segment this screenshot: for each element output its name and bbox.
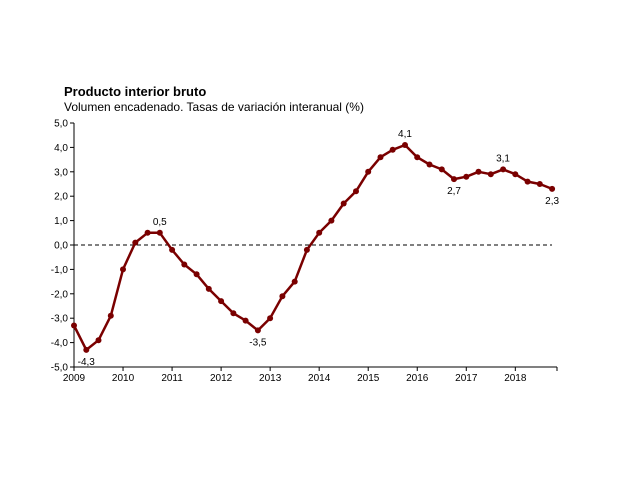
y-tick-label: -5,0 bbox=[51, 363, 69, 374]
data-point bbox=[120, 266, 126, 273]
data-point bbox=[205, 285, 212, 292]
y-tick-label: 2,0 bbox=[54, 192, 68, 203]
data-marks bbox=[71, 142, 556, 353]
data-point bbox=[132, 239, 139, 246]
chart-subtitle: Volumen encadenado. Tasas de variación i… bbox=[64, 100, 364, 114]
x-tick-label: 2018 bbox=[504, 373, 527, 384]
data-point bbox=[549, 185, 556, 192]
data-point bbox=[156, 229, 163, 236]
y-tick-label: 1,0 bbox=[54, 216, 68, 227]
chart-title: Producto interior bruto bbox=[64, 84, 206, 99]
y-tick-label: 0,0 bbox=[54, 241, 68, 252]
data-point bbox=[144, 229, 151, 236]
data-point bbox=[536, 181, 543, 187]
y-tick-label: 4,0 bbox=[54, 143, 68, 154]
data-label: 0,5 bbox=[153, 217, 167, 228]
x-tick-label: 2013 bbox=[259, 373, 282, 384]
data-point bbox=[218, 298, 225, 305]
y-tick-label: -4,0 bbox=[51, 338, 69, 349]
data-point bbox=[303, 246, 310, 253]
data-point bbox=[426, 161, 433, 168]
data-point bbox=[475, 168, 482, 175]
x-tick-label: 2017 bbox=[455, 373, 478, 384]
x-tick-label: 2012 bbox=[210, 373, 233, 384]
data-point bbox=[193, 271, 200, 278]
data-point bbox=[230, 310, 237, 317]
data-point bbox=[291, 278, 298, 285]
data-point bbox=[181, 261, 188, 268]
data-point bbox=[377, 154, 384, 161]
data-point bbox=[524, 178, 531, 185]
data-point bbox=[414, 154, 421, 161]
data-point bbox=[463, 173, 470, 180]
data-point bbox=[365, 168, 372, 175]
axes: 5,04,03,02,01,00,0-1,0-2,0-3,0-4,0-5,020… bbox=[51, 119, 558, 384]
x-tick-label: 2015 bbox=[357, 373, 380, 384]
data-point bbox=[451, 176, 457, 183]
data-point bbox=[353, 188, 359, 195]
data-point bbox=[328, 217, 335, 224]
data-point bbox=[242, 317, 249, 324]
data-point bbox=[83, 346, 90, 353]
data-point bbox=[107, 312, 114, 319]
data-point bbox=[487, 171, 494, 178]
x-tick-label: 2011 bbox=[161, 373, 183, 384]
x-tick-label: 2009 bbox=[63, 373, 86, 384]
y-tick-label: -2,0 bbox=[51, 289, 69, 300]
data-point bbox=[95, 337, 102, 344]
data-point bbox=[169, 246, 176, 253]
data-point bbox=[267, 315, 274, 322]
data-point bbox=[438, 166, 445, 173]
y-tick-label: 5,0 bbox=[54, 119, 68, 130]
data-label: 2,7 bbox=[447, 186, 461, 197]
x-tick-label: 2010 bbox=[112, 373, 135, 384]
data-point bbox=[71, 322, 77, 329]
x-tick-label: 2014 bbox=[308, 373, 331, 384]
data-point bbox=[279, 293, 286, 300]
x-tick-label: 2016 bbox=[406, 373, 429, 384]
series-line bbox=[72, 143, 553, 352]
data-point bbox=[316, 229, 323, 236]
data-point bbox=[340, 200, 347, 207]
data-point bbox=[389, 146, 396, 153]
y-tick-label: 3,0 bbox=[54, 167, 68, 178]
data-label: 2,3 bbox=[545, 196, 559, 207]
data-point bbox=[512, 171, 519, 178]
y-tick-label: -3,0 bbox=[51, 314, 69, 325]
y-tick-label: -1,0 bbox=[51, 265, 69, 276]
data-labels: -4,3 0,5 -3,5 4,1 2,7 3,1 2,3 bbox=[78, 129, 560, 368]
data-point bbox=[500, 166, 507, 173]
data-point bbox=[402, 142, 408, 148]
data-label: 3,1 bbox=[496, 153, 510, 164]
data-label: -3,5 bbox=[249, 337, 267, 348]
data-label: 4,1 bbox=[398, 129, 412, 140]
data-label: -4,3 bbox=[78, 357, 96, 368]
data-point bbox=[254, 327, 261, 334]
